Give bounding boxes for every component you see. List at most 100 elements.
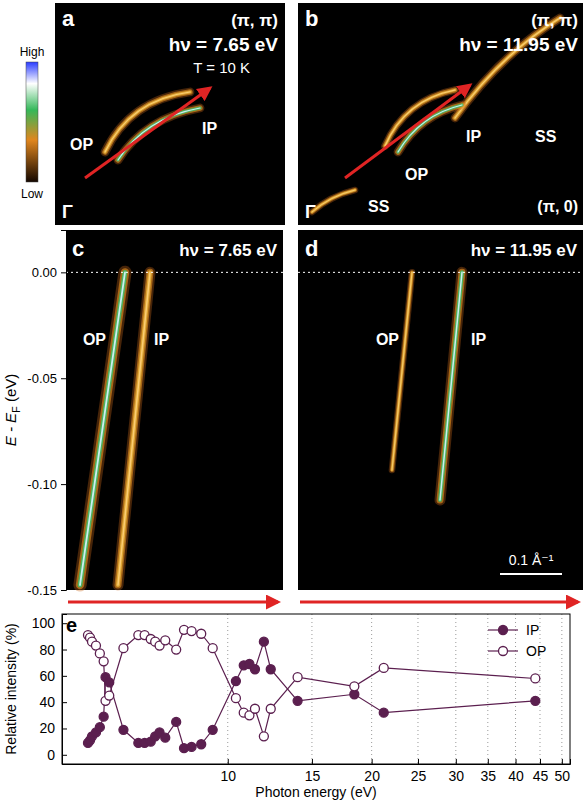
axis-line: [63, 615, 68, 765]
data-point: [187, 627, 196, 636]
cut-arrow: [68, 601, 278, 604]
tick-mark: [540, 759, 541, 764]
band-feature: [312, 190, 355, 212]
grid-line: [417, 614, 418, 764]
tick-label: 40: [39, 694, 55, 710]
series-line: [88, 642, 535, 749]
data-point: [259, 732, 268, 741]
cut-arrow: [300, 601, 578, 604]
annotation: hν = 11.95 eV: [471, 241, 578, 260]
annotation: (π, π): [531, 11, 578, 30]
data-point: [231, 677, 240, 686]
axis-title: Photon energy (eV): [255, 784, 376, 800]
annotation: IP: [154, 331, 169, 348]
data-point: [231, 694, 240, 703]
band-feature: [105, 92, 190, 152]
fermi-level-line: [298, 272, 583, 273]
tick-label: 15: [305, 768, 321, 784]
panel-label: d: [305, 236, 318, 261]
grid-line: [227, 614, 228, 764]
data-point: [99, 657, 108, 666]
color-bar: [26, 62, 38, 182]
panel-label: e: [66, 614, 77, 636]
tick-mark: [418, 759, 419, 764]
tick: 0: [47, 747, 67, 763]
tick-mark: [61, 590, 66, 591]
annotation: OP: [405, 166, 428, 183]
tick: 45: [533, 759, 549, 784]
image-frame: [55, 3, 285, 225]
data-point: [105, 691, 114, 700]
tick-label: 0.00: [32, 265, 57, 280]
data-point: [187, 742, 196, 751]
plot-area: [83, 625, 539, 752]
data-point: [119, 644, 128, 653]
annotation: hν = 7.65 eV: [179, 241, 277, 260]
tick-label: 0: [47, 747, 55, 763]
data-point: [259, 637, 268, 646]
grid-line: [487, 614, 488, 764]
data-point: [99, 712, 108, 721]
annotation: IP: [466, 128, 481, 145]
grid-line: [561, 614, 562, 764]
data-point: [172, 717, 181, 726]
band-feature: [440, 272, 462, 500]
band-feature: [392, 272, 412, 470]
panel-b: b(π, π)hν = 11.95 eVSSIPOPSS(π, 0)Γ: [298, 3, 583, 225]
band-feature: [312, 190, 355, 212]
tick-mark: [228, 759, 229, 764]
data-point: [250, 665, 259, 674]
axis-line: [61, 231, 67, 591]
cut-arrow: [85, 88, 210, 178]
data-point: [293, 673, 302, 682]
tick-label: -0.15: [27, 583, 57, 598]
image-frame: [298, 230, 583, 590]
annotation: T = 10 K: [193, 59, 250, 76]
data-point: [208, 725, 217, 734]
band-feature: [398, 105, 462, 152]
tick-mark: [62, 755, 67, 756]
grid-line: [455, 614, 456, 764]
tick: 60: [39, 668, 67, 684]
tick: 100: [32, 615, 67, 631]
y-axis: 0.00 -0.05 -0.10 -0.15: [27, 231, 66, 598]
tick: 0.00: [32, 265, 66, 280]
tick-label: 60: [39, 668, 55, 684]
tick: 20: [39, 720, 67, 736]
tick: 20: [364, 759, 380, 784]
tick: 25: [411, 759, 427, 784]
tick-label: 100: [32, 615, 56, 631]
colorbar-label: High: [20, 45, 45, 59]
tick: 40: [508, 759, 524, 784]
tick-mark: [562, 759, 563, 764]
panel-label: c: [72, 236, 84, 261]
tick-mark: [516, 759, 517, 764]
tick: 35: [481, 759, 497, 784]
panel-label: a: [62, 6, 75, 31]
panel-d: d hν = 11.95 eV OP IP 0.1 Å⁻¹: [298, 230, 583, 590]
annotation: IP: [471, 331, 486, 348]
band-feature: [80, 272, 125, 585]
data-point: [531, 696, 540, 705]
band-feature: [118, 108, 200, 160]
tick: -0.05: [27, 371, 66, 386]
tick-label: 35: [481, 768, 497, 784]
band-feature: [398, 105, 462, 152]
tick: 30: [449, 759, 465, 784]
annotation: Γ: [305, 202, 316, 222]
tick-mark: [61, 378, 66, 379]
tick: -0.10: [27, 477, 66, 492]
tick-mark: [62, 702, 67, 703]
scale-bar: [500, 573, 562, 575]
annotation: 0.1 Å⁻¹: [509, 552, 554, 568]
tick-label: 45: [533, 768, 549, 784]
band-feature: [392, 272, 412, 470]
tick: 80: [39, 642, 67, 658]
tick-mark: [62, 728, 67, 729]
grid-line: [515, 614, 516, 764]
annotation: OP: [376, 331, 399, 348]
grid-line: [539, 614, 540, 764]
data-point: [250, 704, 259, 713]
tick-mark: [62, 676, 67, 677]
band-feature: [80, 272, 125, 585]
